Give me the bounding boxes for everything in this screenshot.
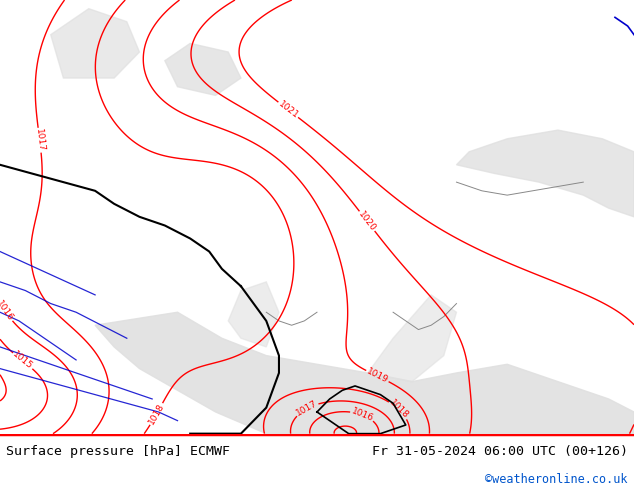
Polygon shape (456, 130, 634, 217)
Polygon shape (228, 282, 279, 347)
Text: 1019: 1019 (365, 367, 390, 385)
Text: 1016: 1016 (0, 299, 15, 323)
Polygon shape (51, 9, 139, 78)
Polygon shape (368, 295, 456, 382)
Text: 1020: 1020 (356, 209, 378, 233)
Text: 1018: 1018 (387, 398, 410, 421)
Text: 1017: 1017 (295, 399, 319, 418)
Polygon shape (95, 312, 634, 434)
Text: 1021: 1021 (276, 99, 300, 121)
Text: 1015: 1015 (11, 350, 34, 371)
Text: 1017: 1017 (34, 128, 46, 152)
Text: 1018: 1018 (147, 402, 166, 426)
Text: ©weatheronline.co.uk: ©weatheronline.co.uk (485, 473, 628, 487)
Text: Fr 31-05-2024 06:00 UTC (00+126): Fr 31-05-2024 06:00 UTC (00+126) (372, 445, 628, 458)
Text: Surface pressure [hPa] ECMWF: Surface pressure [hPa] ECMWF (6, 445, 230, 458)
Polygon shape (165, 44, 241, 96)
Text: 1016: 1016 (350, 407, 375, 423)
